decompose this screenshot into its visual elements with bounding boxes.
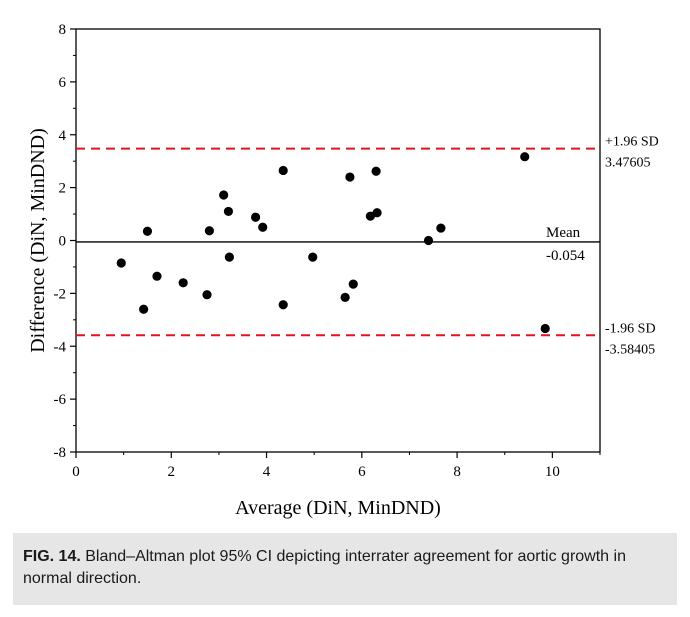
data-point [178, 278, 188, 288]
x-tick-label: 8 [453, 464, 461, 480]
data-point [142, 226, 153, 236]
y-tick-label: -4 [54, 339, 67, 355]
y-tick-label: 6 [59, 75, 67, 91]
y-tick-label: -2 [54, 286, 67, 302]
data-point [340, 292, 350, 302]
data-point [436, 223, 446, 233]
data-point [345, 172, 355, 182]
data-point [258, 222, 268, 232]
data-point [372, 208, 382, 218]
data-point [308, 252, 318, 262]
data-point [202, 290, 212, 300]
data-point [116, 258, 126, 268]
bland-altman-chart: 8 6 4 2 0 -2 -4 -6 -8 0 2 4 6 8 10 Average (DiN, MinDND… [27, 22, 659, 519]
x-tick-label: 2 [168, 464, 176, 480]
reference-line-value: -3.58405 [605, 342, 655, 357]
x-axis-label: Average (DiN, MinDND) [235, 497, 441, 519]
data-point [540, 323, 550, 334]
y-tick-label: -6 [54, 392, 67, 408]
reference-line-label: -1.96 SD [605, 321, 656, 336]
reference-line-label: Mean [546, 225, 581, 241]
data-point [278, 165, 288, 176]
data-point [224, 252, 234, 262]
data-point [520, 152, 530, 162]
y-tick-label: 8 [59, 22, 67, 38]
data-point [278, 300, 288, 310]
data-point [250, 212, 261, 222]
caption-text: Bland–Altman plot 95% CI depicting inter… [23, 548, 626, 587]
data-point [219, 190, 229, 200]
y-axis-label: Difference (DiN, MinDND) [27, 128, 49, 353]
x-tick-label: 0 [72, 464, 80, 480]
x-tick-label: 10 [545, 464, 560, 480]
y-tick-label: 4 [59, 128, 67, 144]
x-tick-label: 4 [263, 464, 271, 480]
data-point [204, 226, 214, 236]
data-point [152, 271, 162, 281]
caption-label: FIG. 14. [23, 548, 81, 565]
data-point [423, 235, 434, 246]
y-tick-label: 0 [59, 234, 67, 250]
data-point [348, 279, 358, 289]
figure-caption: FIG. 14. Bland–Altman plot 95% CI depict… [13, 533, 677, 605]
y-tick-label: 2 [59, 181, 67, 197]
reference-line-label: +1.96 SD [605, 135, 659, 150]
data-point [371, 166, 381, 176]
plot-area: 8 6 4 2 0 -2 -4 -6 -8 0 2 4 6 8 10 Average (DiN, MinDND… [27, 22, 659, 519]
data-point [223, 206, 234, 217]
reference-line-value: -0.054 [546, 248, 585, 264]
plot-frame [75, 28, 601, 453]
x-tick-label: 6 [358, 464, 366, 480]
data-point [139, 304, 149, 314]
reference-line-value: 3.47605 [605, 156, 651, 171]
y-tick-label: -8 [54, 445, 67, 461]
